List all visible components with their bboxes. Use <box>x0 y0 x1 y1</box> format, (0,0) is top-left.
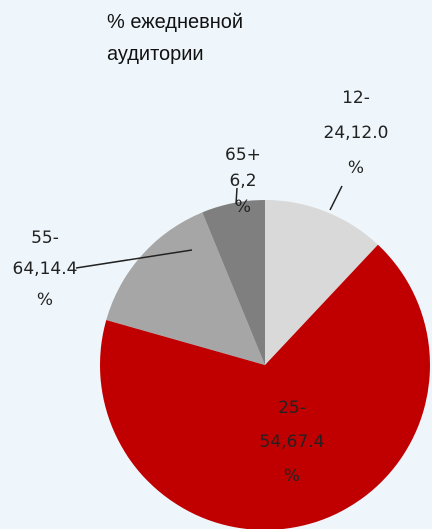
leader-line <box>235 187 238 205</box>
data-label-line: % <box>348 158 364 178</box>
data-label: 12- 24,12.0% <box>324 88 389 178</box>
data-label-line: 64,14.4 <box>13 259 78 279</box>
data-label-line: 6,2 <box>229 171 256 191</box>
pie-slice <box>106 212 265 365</box>
data-label-line: % <box>37 290 53 310</box>
data-label-line: % <box>235 197 251 217</box>
data-label-line: % <box>284 466 300 486</box>
data-label-line: 65+ <box>225 145 261 165</box>
data-label: 65+ 6,2% <box>225 145 261 217</box>
data-label: 55- 64,14.4% <box>13 228 78 310</box>
leader-line <box>75 249 193 269</box>
pie-slice <box>265 200 378 365</box>
chart-title: % ежедневной аудитории <box>107 11 244 65</box>
leader-line <box>329 185 343 211</box>
data-label: 25- 54,67.4% <box>260 398 325 486</box>
pie-slice <box>202 200 265 365</box>
data-label-line: 54,67.4 <box>260 432 325 452</box>
data-label-line: 12- <box>342 88 370 108</box>
pie-slice <box>100 244 430 529</box>
data-label-line: 25- <box>278 398 306 418</box>
data-label-line: 55- <box>31 228 59 248</box>
data-label-line: 24,12.0 <box>324 123 389 143</box>
